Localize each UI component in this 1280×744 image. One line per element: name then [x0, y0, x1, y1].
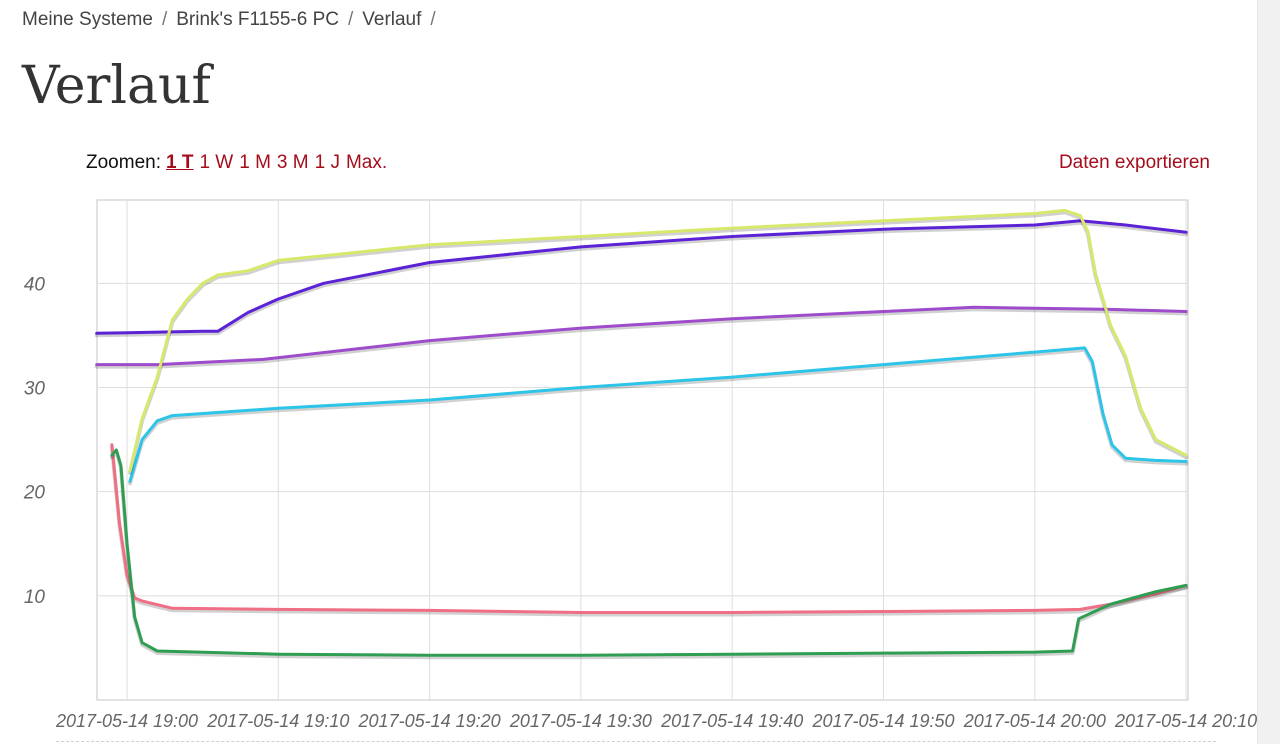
series-shadow	[109, 450, 1189, 660]
x-tick-label: 2017-05-14 19:40	[660, 711, 803, 731]
plot-frame	[96, 199, 1189, 701]
series-line-4	[128, 208, 1188, 473]
x-tick-label: 2017-05-14 19:30	[509, 711, 652, 731]
zoom-option-max[interactable]: Max.	[345, 152, 388, 173]
series-line-6	[110, 448, 1188, 657]
x-tick-label: 2017-05-14 19:00	[55, 711, 198, 731]
x-tick-label: 2017-05-14 19:10	[206, 711, 349, 731]
series-shadow	[94, 307, 1189, 369]
y-tick-label: 10	[24, 587, 46, 608]
y-tick-label: 20	[23, 483, 46, 504]
x-tick-label: 2017-05-14 19:50	[811, 711, 954, 731]
export-data-link[interactable]: Daten exportieren	[1058, 152, 1210, 173]
breadcrumb-item-system[interactable]: Brink's F1155-6 PC	[176, 9, 339, 30]
zoom-option-1m[interactable]: 1 M	[239, 152, 271, 173]
page-scrollbar[interactable]	[1257, 0, 1280, 744]
chart-axes: 10 20 30 40 2017-05-14 19:00 2017-05-14 19:10…	[23, 274, 1257, 731]
x-tick-label: 2017-05-14 20:00	[963, 711, 1106, 731]
series-shadow	[128, 347, 1189, 486]
zoom-option-1t[interactable]: 1 T	[165, 152, 194, 173]
breadcrumb-item-meine-systeme[interactable]: Meine Systeme	[22, 9, 153, 30]
breadcrumb-separator: /	[430, 9, 436, 30]
page-title: Verlauf	[22, 56, 211, 116]
breadcrumb: Meine Systeme / Brink's F1155-6 PC / Ver…	[22, 8, 445, 32]
chart-series	[94, 208, 1189, 660]
x-tick-label: 2017-05-14 19:20	[358, 711, 501, 731]
series-line-5	[110, 443, 1188, 614]
x-tick-label: 2017-05-14 20:10	[1114, 711, 1257, 731]
y-tick-label: 40	[24, 274, 46, 295]
chart-grid	[96, 199, 1189, 701]
series-line-3	[128, 346, 1188, 483]
zoom-bar: Zoomen: 1 T 1 W 1 M 3 M 1 J Max.	[86, 151, 393, 175]
series-shadow	[128, 210, 1189, 475]
series-line-2	[95, 305, 1188, 367]
breadcrumb-item-verlauf[interactable]: Verlauf	[362, 9, 422, 30]
zoom-option-3m[interactable]: 3 M	[276, 152, 309, 173]
zoom-option-1j[interactable]: 1 J	[314, 152, 340, 173]
zoom-option-1w[interactable]: 1 W	[199, 152, 234, 173]
breadcrumb-separator: /	[161, 9, 168, 30]
divider	[56, 741, 1216, 742]
y-tick-label: 30	[24, 379, 46, 400]
series-line-1	[95, 219, 1188, 335]
zoom-label: Zoomen:	[86, 152, 161, 173]
series-shadow	[109, 444, 1189, 617]
breadcrumb-separator: /	[347, 9, 354, 30]
series-shadow	[94, 220, 1189, 338]
